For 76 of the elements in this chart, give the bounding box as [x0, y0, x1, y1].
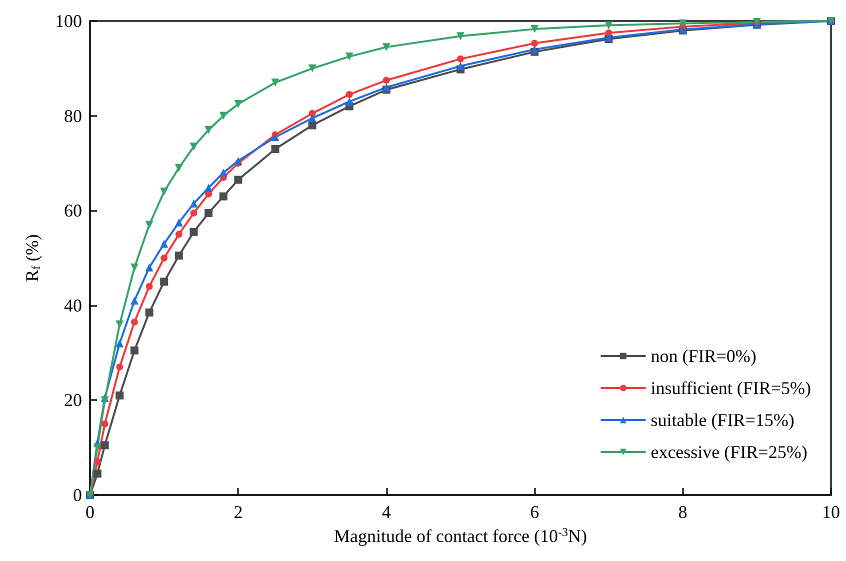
point — [190, 228, 198, 236]
point — [160, 240, 168, 248]
point — [130, 296, 138, 305]
point — [190, 199, 198, 208]
point — [190, 142, 198, 151]
x-tick-label: 10 — [822, 502, 840, 522]
point — [271, 133, 280, 142]
x-tick-label: 8 — [678, 502, 688, 522]
point — [130, 346, 138, 354]
x-tick-label: 4 — [382, 502, 391, 522]
point — [308, 110, 316, 117]
point — [271, 144, 280, 153]
y-tick-label: 80 — [64, 106, 82, 126]
point — [160, 188, 168, 196]
point — [219, 192, 228, 200]
point — [234, 176, 242, 184]
point — [382, 43, 390, 52]
legend-label: suitable (FIR=15%) — [650, 410, 794, 430]
point — [382, 83, 390, 92]
point — [174, 218, 183, 226]
point — [116, 320, 124, 328]
point — [604, 21, 613, 30]
y-tick-label: 40 — [64, 295, 82, 316]
point — [175, 230, 182, 238]
point — [145, 308, 154, 317]
legend-label: excessive (FIR=25%) — [650, 442, 808, 462]
point — [219, 168, 228, 177]
x-tick-label: 0 — [86, 502, 94, 522]
point — [160, 254, 168, 262]
point — [100, 396, 109, 404]
point — [345, 52, 354, 61]
x-tick-label: 6 — [530, 502, 540, 522]
point — [530, 25, 539, 34]
point — [116, 339, 124, 348]
point — [219, 112, 228, 120]
point — [145, 220, 154, 229]
point — [100, 441, 109, 450]
point — [145, 263, 154, 272]
point — [174, 252, 183, 260]
legend-label: non (FIR=0%) — [650, 346, 756, 366]
point — [174, 164, 183, 172]
point — [308, 64, 316, 72]
point — [94, 458, 101, 466]
point — [116, 364, 124, 371]
y-tick-label: 100 — [55, 11, 82, 31]
point — [457, 55, 464, 62]
legend-label: insufficient (FIR=5%) — [650, 378, 812, 398]
point — [130, 263, 138, 272]
point — [93, 470, 102, 478]
point — [204, 208, 213, 217]
y-tick-label: 60 — [64, 200, 82, 221]
point — [308, 121, 316, 130]
point — [456, 62, 464, 70]
point — [308, 114, 316, 122]
point — [346, 90, 353, 98]
y-axis-title: Rf (%) — [22, 234, 43, 282]
y-tick-label: 0 — [73, 485, 82, 505]
y-tick-label: 20 — [64, 390, 82, 410]
point — [204, 184, 213, 192]
point — [530, 45, 539, 54]
point — [146, 282, 153, 290]
point — [160, 278, 168, 286]
point — [345, 98, 354, 106]
point — [271, 78, 280, 87]
x-tick-label: 2 — [234, 502, 243, 522]
point — [382, 76, 390, 84]
point — [116, 391, 124, 400]
point — [456, 32, 464, 40]
point — [678, 19, 687, 28]
point — [531, 40, 538, 47]
point — [190, 209, 198, 216]
point — [234, 100, 242, 108]
point — [101, 420, 108, 428]
point — [130, 318, 138, 326]
point — [93, 444, 102, 452]
point — [234, 156, 242, 165]
